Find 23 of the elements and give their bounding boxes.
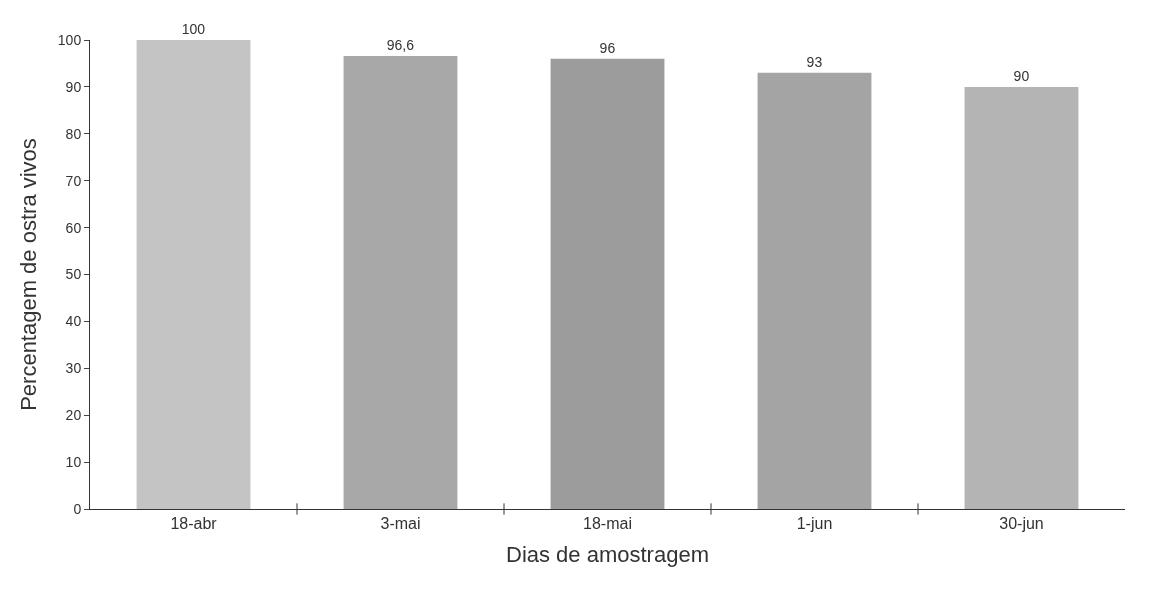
y-tick-label: 70 <box>65 172 82 189</box>
data-label: 96 <box>599 39 616 56</box>
y-tick-label: 80 <box>65 125 82 142</box>
x-axis-title: Dias de amostragem <box>506 542 709 568</box>
data-label: 93 <box>806 53 823 70</box>
data-label: 90 <box>1013 67 1030 84</box>
y-tick-label: 10 <box>65 454 82 470</box>
x-tick-label: 1-jun <box>796 515 833 533</box>
y-tick-label: 50 <box>65 266 82 283</box>
x-tick-label: 18-abr <box>170 515 218 533</box>
data-label: 96,6 <box>386 36 415 53</box>
data-label: 100 <box>181 21 206 37</box>
y-tick-label: 100 <box>57 31 82 48</box>
y-tick-label: 60 <box>65 219 82 236</box>
y-tick-label: 20 <box>65 407 82 424</box>
y-tick-label: 30 <box>65 360 82 377</box>
x-tick-label: 18-mai <box>583 515 632 533</box>
x-tick-label: 30-jun <box>999 515 1044 533</box>
y-tick-label: 40 <box>65 313 82 330</box>
y-tick-label: 0 <box>73 500 82 517</box>
y-tick-label: 90 <box>65 78 82 95</box>
y-axis-title: Percentagem de ostra vivos <box>15 138 41 411</box>
x-tick-label: 3-mai <box>380 515 421 533</box>
